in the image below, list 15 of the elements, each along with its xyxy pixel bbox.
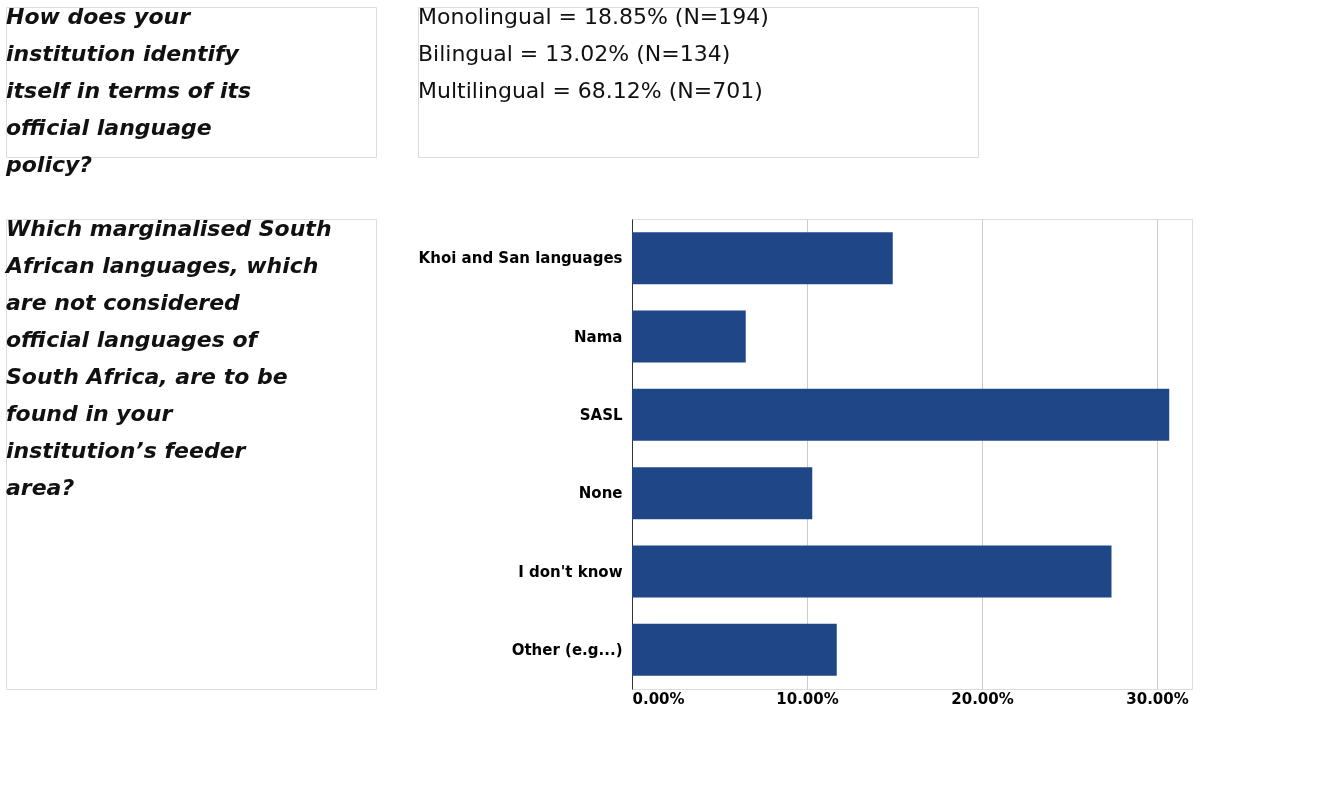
y-tick-label: Khoi and San languages (418, 249, 623, 268)
y-tick-label: SASL (579, 405, 623, 424)
x-tick-label: 10.00% (776, 689, 839, 708)
text: Bilingual = 13.02% (N=134) (418, 41, 731, 66)
y-tick-label: I don't know (518, 562, 623, 581)
y-tick-label: Nama (574, 327, 623, 346)
x-tick-label: 30.00% (1126, 689, 1189, 708)
y-tick-label: None (578, 484, 623, 503)
text: Multilingual = 68.12% (N=701) (418, 78, 763, 103)
x-tick-label: 0.00% (632, 689, 685, 708)
text: Which marginalised South African languages, which are not considered official languages of South Africa, are to be found in your institution’s feeder area? (4, 216, 332, 500)
x-tick-label: 20.00% (951, 689, 1014, 708)
text: How does your institution identify itself in terms of its official language policy? (5, 4, 252, 177)
y-tick-label: Other (e.g...) (511, 640, 623, 659)
text: Monolingual = 18.85% (N=194) (418, 4, 769, 29)
